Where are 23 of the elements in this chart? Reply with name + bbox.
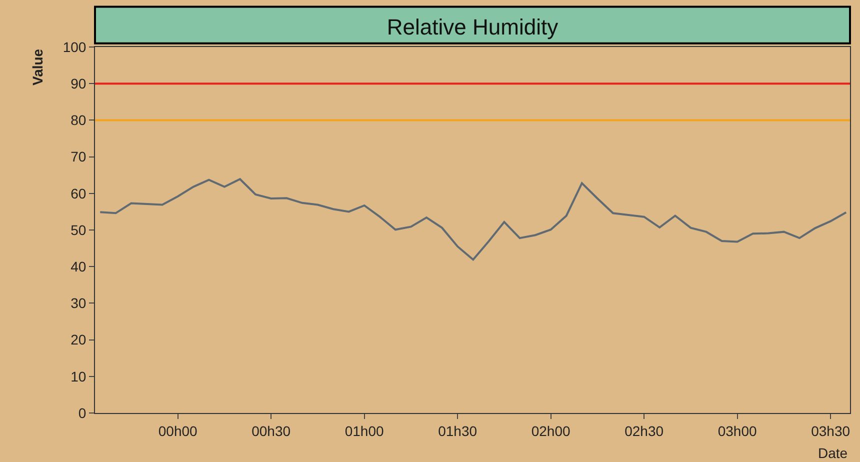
line-series (99, 178, 848, 261)
x-axis-title: Date (818, 445, 848, 461)
x-tick-label: 01h00 (344, 422, 384, 439)
y-tick-label: 10 (70, 368, 86, 384)
y-tick-label: 80 (70, 112, 86, 128)
y-tick-label: 0 (78, 404, 86, 421)
y-tick-label: 30 (70, 295, 86, 312)
y-tick-label: 70 (70, 148, 86, 165)
y-axis-title: Value (30, 48, 46, 86)
y-tick-label: 100 (62, 38, 86, 55)
x-tick-label: 03h30 (811, 422, 850, 439)
x-tick-label: 00h30 (252, 422, 291, 439)
x-tick-label: 01h30 (438, 422, 478, 439)
x-tick-label: 00h00 (158, 422, 198, 439)
y-tick-label: 40 (70, 258, 86, 274)
chart-title: Relative Humidity (386, 14, 558, 40)
y-tick-label: 20 (70, 332, 86, 348)
x-tick-label: 02h00 (531, 422, 571, 439)
y-tick-label: 50 (70, 222, 86, 238)
x-tick-label: 03h00 (718, 422, 758, 439)
y-tick-label: 90 (70, 76, 86, 92)
y-tick-label: 60 (70, 185, 86, 202)
x-tick-label: 02h30 (624, 422, 664, 439)
